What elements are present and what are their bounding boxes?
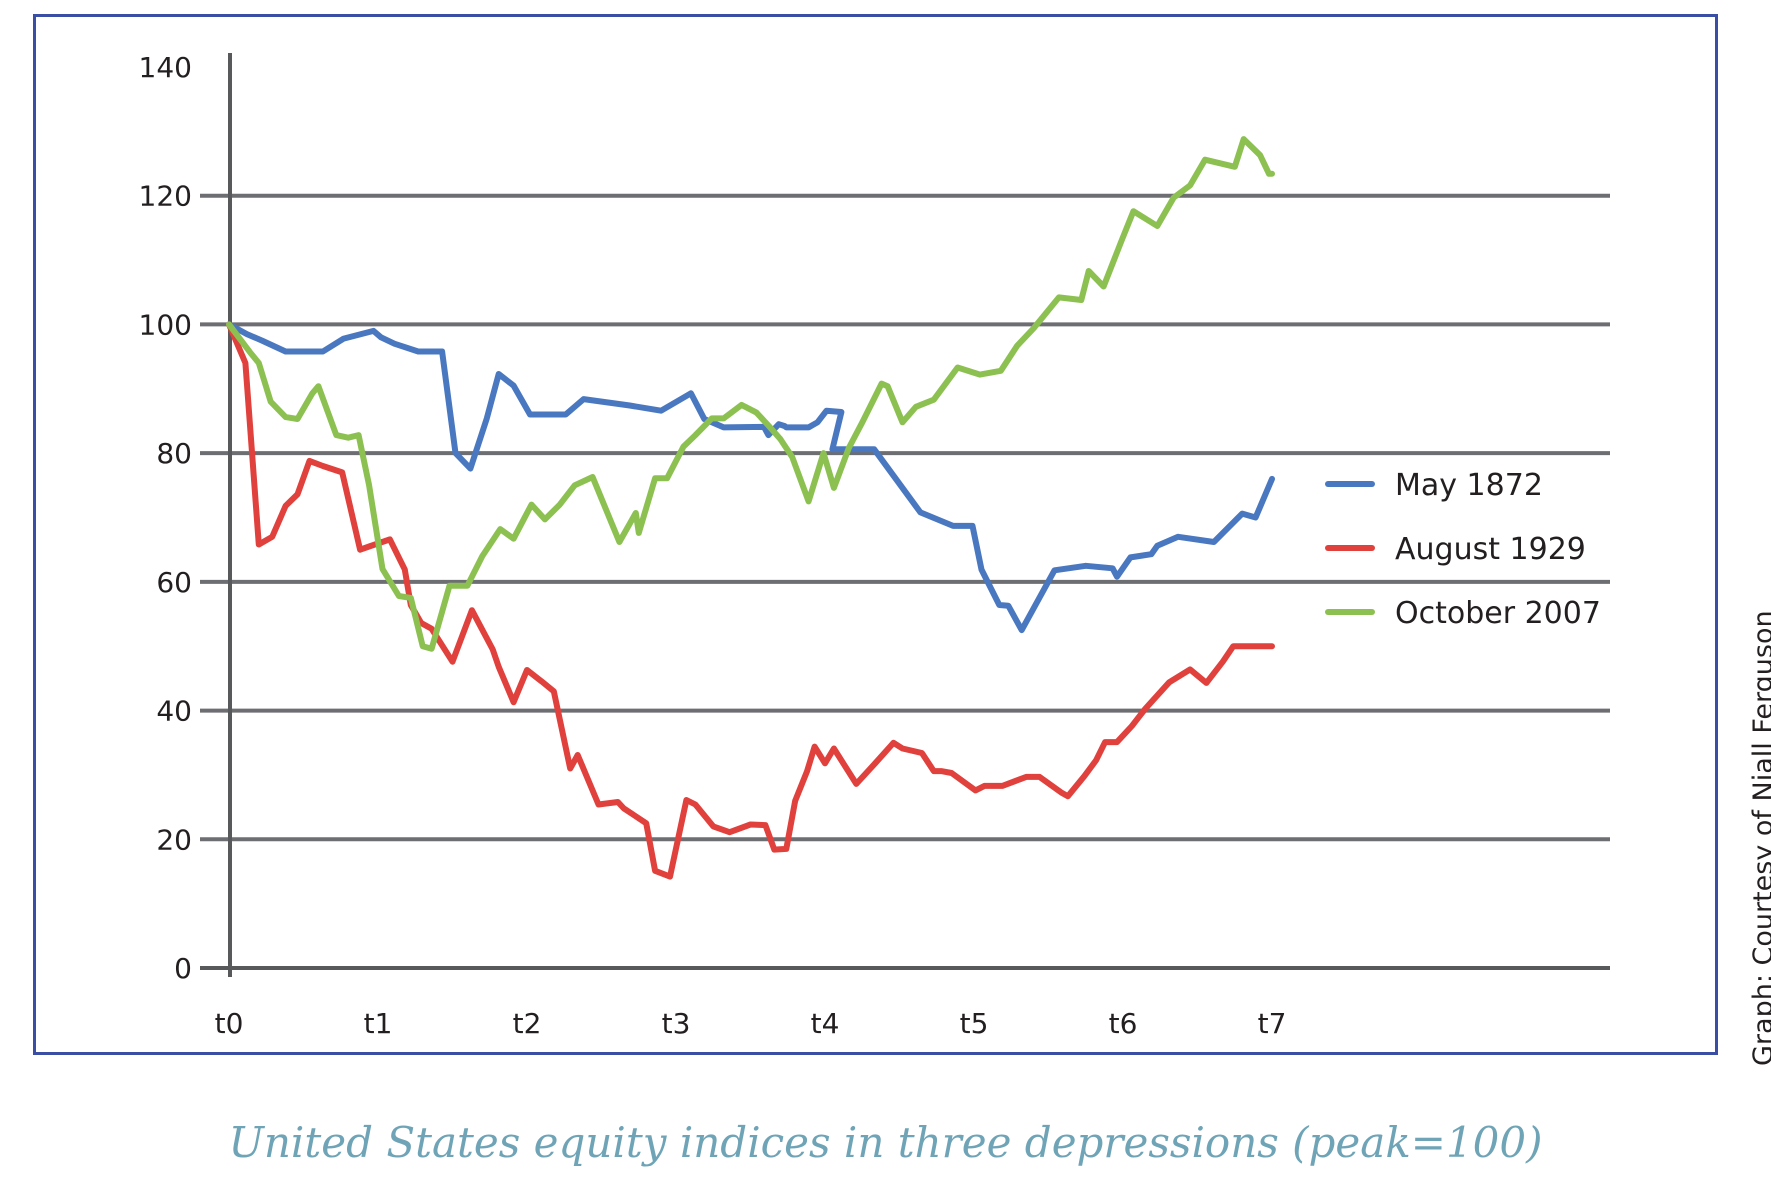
series-lines (226, 136, 1275, 880)
chart-credit: Graph: Courtesy of Niall Ferguson (1748, 610, 1771, 1066)
y-tick-label: 120 (139, 180, 192, 213)
y-tick-label: 60 (156, 566, 192, 599)
series-line-october-2007 (226, 136, 1275, 652)
chart-frame (33, 14, 1718, 1055)
series-line-may-1872 (226, 321, 1275, 634)
y-tick-label: 0 (174, 952, 192, 985)
x-tick-label: t4 (811, 1007, 840, 1040)
x-tick-label: t7 (1258, 1007, 1287, 1040)
y-tick-label: 140 (139, 51, 192, 84)
x-tick-label: t5 (960, 1007, 989, 1040)
x-tick-label: t6 (1109, 1007, 1138, 1040)
legend-label: August 1929 (1395, 532, 1586, 567)
chart-caption: United States equity indices in three de… (228, 1118, 1543, 1167)
series-line-august-1929 (226, 321, 1275, 880)
y-tick-label: 40 (156, 695, 192, 728)
y-tick-label: 20 (156, 823, 192, 856)
axes (200, 53, 1610, 977)
legend-label: October 2007 (1395, 596, 1601, 631)
gridlines (200, 193, 1610, 842)
legend: May 1872 August 1929 October 2007 (1325, 468, 1601, 631)
y-tick-label: 100 (139, 308, 192, 341)
legend-label: May 1872 (1395, 468, 1543, 503)
x-tick-labels: t0 t1 t2 t3 t4 t5 t6 t7 (215, 1007, 1287, 1040)
x-tick-label: t2 (513, 1007, 542, 1040)
x-tick-label: t3 (662, 1007, 691, 1040)
x-tick-label: t0 (215, 1007, 244, 1040)
y-tick-label: 80 (156, 437, 192, 470)
x-tick-label: t1 (364, 1007, 393, 1040)
y-tick-labels: 0 20 40 60 80 100 120 140 (139, 51, 192, 985)
